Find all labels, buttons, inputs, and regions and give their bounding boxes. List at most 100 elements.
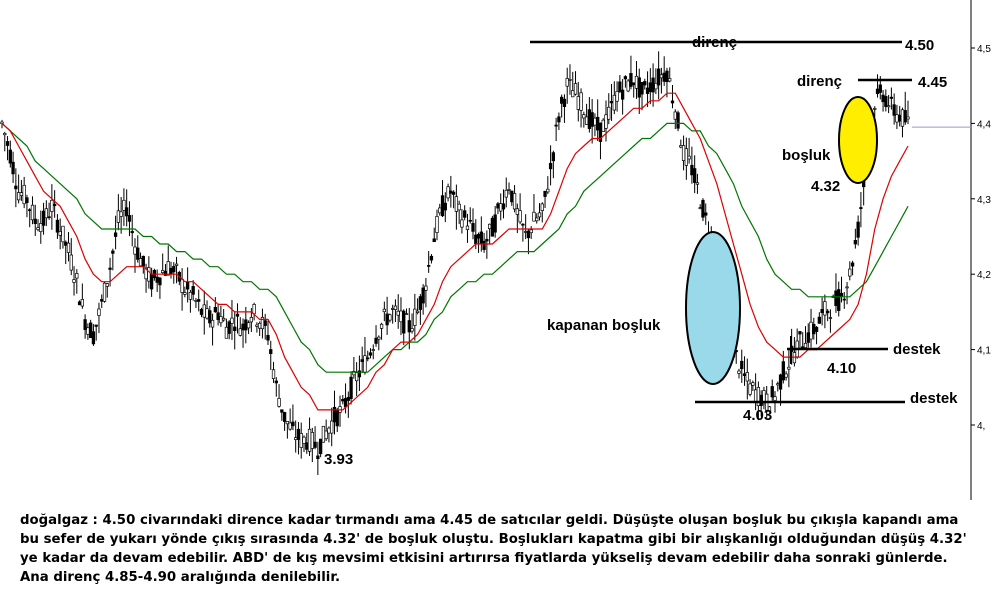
candle-body <box>77 301 82 306</box>
candle-body <box>299 433 303 448</box>
candle-body <box>889 96 894 99</box>
candle-body <box>479 231 483 245</box>
candle-body <box>249 317 254 323</box>
candle-body <box>620 89 625 100</box>
candle-body <box>8 149 12 164</box>
candle-body <box>210 319 215 328</box>
candle-body <box>562 98 567 107</box>
candle-body <box>89 322 93 339</box>
candle-body <box>252 304 256 315</box>
candle-body <box>357 370 362 378</box>
gap-closed-ellipse <box>685 231 741 385</box>
candle-body <box>504 189 508 198</box>
candle-body <box>377 336 381 340</box>
candle-body <box>784 373 788 378</box>
candle-body <box>496 203 500 209</box>
candle-body <box>69 254 73 271</box>
candle-body <box>0 121 4 124</box>
candle-body <box>274 380 278 384</box>
candle-body <box>903 110 907 123</box>
candle-body <box>781 361 785 381</box>
candle-body <box>64 241 68 246</box>
candle-body <box>235 313 240 317</box>
y-tick-label: 4,3 <box>977 195 991 206</box>
candle-body <box>485 238 489 242</box>
candle-body <box>321 425 326 443</box>
candle-body <box>645 87 650 94</box>
candle-body <box>219 316 223 324</box>
candle-body <box>742 373 747 376</box>
candle-body <box>280 409 284 413</box>
candle-body <box>892 104 896 116</box>
candle-body <box>515 208 519 215</box>
candle-body <box>673 111 677 120</box>
candle-body <box>582 114 586 119</box>
candle-body <box>155 276 159 283</box>
price-chart: 4,5 4,4 4,3 4,2 4,1 4, direnç 4.50 direnç 4.4… <box>0 0 991 500</box>
candle-body <box>161 270 165 274</box>
candle-body <box>443 202 447 211</box>
candle-body <box>701 199 705 218</box>
candle-body <box>656 68 661 86</box>
candle-body <box>141 255 145 267</box>
candle-body <box>487 223 492 230</box>
candle-body <box>468 219 472 222</box>
candle-body <box>75 273 79 279</box>
candle-body <box>19 192 24 196</box>
candle-body <box>573 83 578 95</box>
candle-body <box>266 334 270 341</box>
candle-body <box>801 346 805 349</box>
candle-body <box>537 212 542 218</box>
candle-body <box>349 376 353 399</box>
candle-body <box>305 442 309 450</box>
gap-up-label: boşluk <box>782 147 831 164</box>
candle-body <box>576 96 580 110</box>
candle-body <box>859 207 863 209</box>
candle-body <box>629 73 633 87</box>
candle-body <box>258 322 262 329</box>
candle-body <box>596 116 600 131</box>
candle-body <box>618 81 622 92</box>
candle-body <box>565 78 569 87</box>
candle-body <box>427 265 431 267</box>
candle-body <box>753 389 758 403</box>
candle-body <box>440 195 445 217</box>
candle-body <box>413 308 417 326</box>
candle-body <box>529 229 533 234</box>
candle-body <box>255 324 259 327</box>
candle-body <box>560 96 564 104</box>
y-tick-label: 4,5 <box>977 44 991 55</box>
candle-body <box>310 432 314 449</box>
candle-body <box>130 231 134 234</box>
candle-body <box>850 262 855 267</box>
candle-body <box>407 320 411 333</box>
candle-body <box>612 94 616 111</box>
candle-body <box>194 299 198 302</box>
candle-body <box>307 428 312 452</box>
candle-body <box>787 366 791 370</box>
support-low-label: destek <box>910 390 958 407</box>
candle-body <box>798 331 802 335</box>
candle-body <box>52 203 57 207</box>
candle-body <box>770 386 774 398</box>
candle-body <box>366 357 370 360</box>
candle-body <box>906 116 910 120</box>
candle-body <box>532 211 536 222</box>
candle-body <box>108 267 112 270</box>
candle-body <box>14 185 18 190</box>
candle-body <box>385 313 389 326</box>
support-low-value: 4.03 <box>743 407 772 424</box>
candle-body <box>199 309 204 315</box>
candle-body <box>415 310 420 313</box>
candle-body <box>188 292 193 300</box>
candle-body <box>895 114 899 123</box>
candle-body <box>454 196 459 212</box>
y-tick-label: 4,1 <box>977 346 991 357</box>
candle-body <box>343 398 348 408</box>
candle-body <box>828 317 833 319</box>
candle-body <box>418 296 423 310</box>
candle-body <box>22 184 26 205</box>
candle-body <box>396 310 400 316</box>
candle-body <box>66 242 71 253</box>
candle-body <box>493 214 497 233</box>
